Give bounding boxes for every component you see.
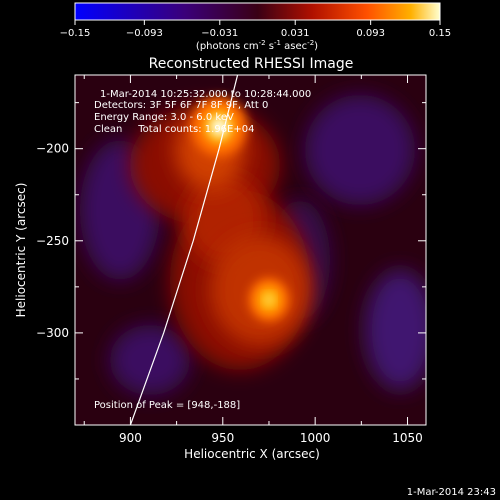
colorbar-tick-label: 0.15 bbox=[429, 28, 451, 39]
colorbar-tick-labels: −0.15 −0.093 −0.031 0.031 0.093 0.15 bbox=[60, 28, 451, 39]
x-tick-label: 900 bbox=[119, 431, 142, 445]
plot-frame bbox=[74, 74, 427, 426]
source-core bbox=[264, 294, 274, 305]
x-tick-labels: 900 950 1000 1050 bbox=[119, 431, 423, 445]
y-tick-label: −300 bbox=[36, 326, 69, 340]
colorbar-unit-label: (photons cm-2 s-1 asec-2) bbox=[196, 39, 318, 52]
colorbar-tick-label: −0.031 bbox=[201, 28, 238, 39]
y-tick-label: −250 bbox=[36, 234, 69, 248]
chart-title: Reconstructed RHESSI Image bbox=[149, 56, 354, 72]
y-ticks bbox=[75, 102, 426, 426]
x-tick-label: 950 bbox=[211, 431, 234, 445]
y-axis-label: Heliocentric Y (arcsec) bbox=[14, 183, 28, 318]
y-tick-label: −200 bbox=[36, 142, 69, 156]
colorbar-tick-label: 0.093 bbox=[356, 28, 385, 39]
detectors-text: Detectors: 3F 5F 6F 7F 8F 9F, Att 0 bbox=[94, 100, 268, 111]
peak-position-text: Position of Peak = [948,-188] bbox=[94, 400, 240, 411]
x-axis-label: Heliocentric X (arcsec) bbox=[184, 447, 320, 461]
x-tick-label: 1000 bbox=[300, 431, 331, 445]
y-tick-labels: −200 −250 −300 bbox=[36, 142, 69, 340]
annotations: 1-Mar-2014 10:25:32.000 to 10:28:44.000 … bbox=[94, 89, 311, 411]
x-tick-label: 1050 bbox=[392, 431, 423, 445]
solar-limb-line bbox=[129, 75, 239, 425]
clean-text: Clean Total counts: 1.96E+04 bbox=[94, 124, 254, 135]
timestamp: 1-Mar-2014 23:43 bbox=[407, 487, 496, 498]
colorbar-tick-label: −0.093 bbox=[126, 28, 163, 39]
colorbar bbox=[74, 2, 441, 21]
energy-text: Energy Range: 3.0 - 6.0 keV bbox=[94, 112, 234, 123]
colorbar-tick-label: 0.031 bbox=[281, 28, 310, 39]
time-range-text: 1-Mar-2014 10:25:32.000 to 10:28:44.000 bbox=[100, 89, 311, 100]
colorbar-ticks bbox=[74, 20, 441, 25]
x-ticks bbox=[83, 75, 409, 425]
colorbar-tick-label: −0.15 bbox=[60, 28, 91, 39]
